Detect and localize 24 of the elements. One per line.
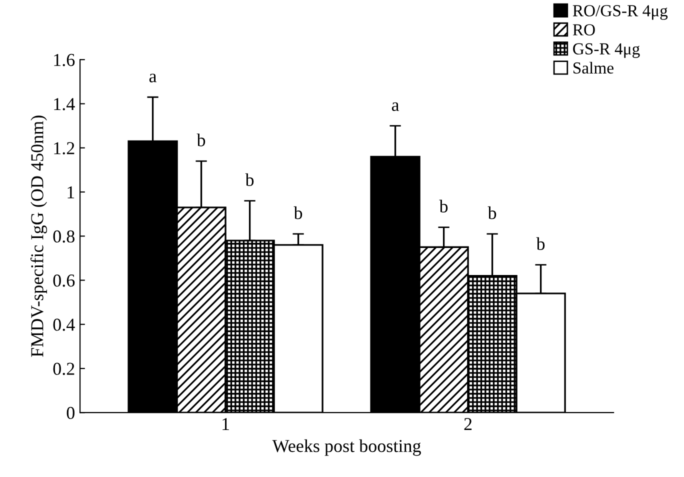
y-tick-label: 0 [66,406,74,420]
y-tick-label: 0.8 [53,230,74,243]
annotation: b [196,134,206,146]
annotation: a [392,102,400,112]
y-tick-label: 0.2 [53,362,74,376]
legend-label: GS-R 4μg [573,43,640,58]
annotation: a [149,74,157,82]
annotation: b [439,200,448,213]
y-tick-label: 1.4 [54,98,75,110]
x-tick-label: 2 [464,418,472,430]
y-tick-label: 0.4 [53,318,75,331]
legend-label: Salme [573,62,614,74]
legend-label: RO/GS-R 4μg [572,5,668,20]
y-tick-label: 1.6 [54,54,75,66]
annotation: b [536,237,545,250]
annotation: b [488,206,496,220]
annotation: b [294,206,302,220]
x-axis-title: Weeks post boosting [272,439,421,456]
y-tick-label: 1 [68,186,74,198]
y-tick-label: 1.2 [54,142,74,154]
legend-label: RO [572,24,595,36]
y-tick-label: 0.6 [53,274,75,287]
y-axis-title: FMDV-specific IgG (OD 450nm) [30,116,48,357]
annotation: b [245,173,254,186]
